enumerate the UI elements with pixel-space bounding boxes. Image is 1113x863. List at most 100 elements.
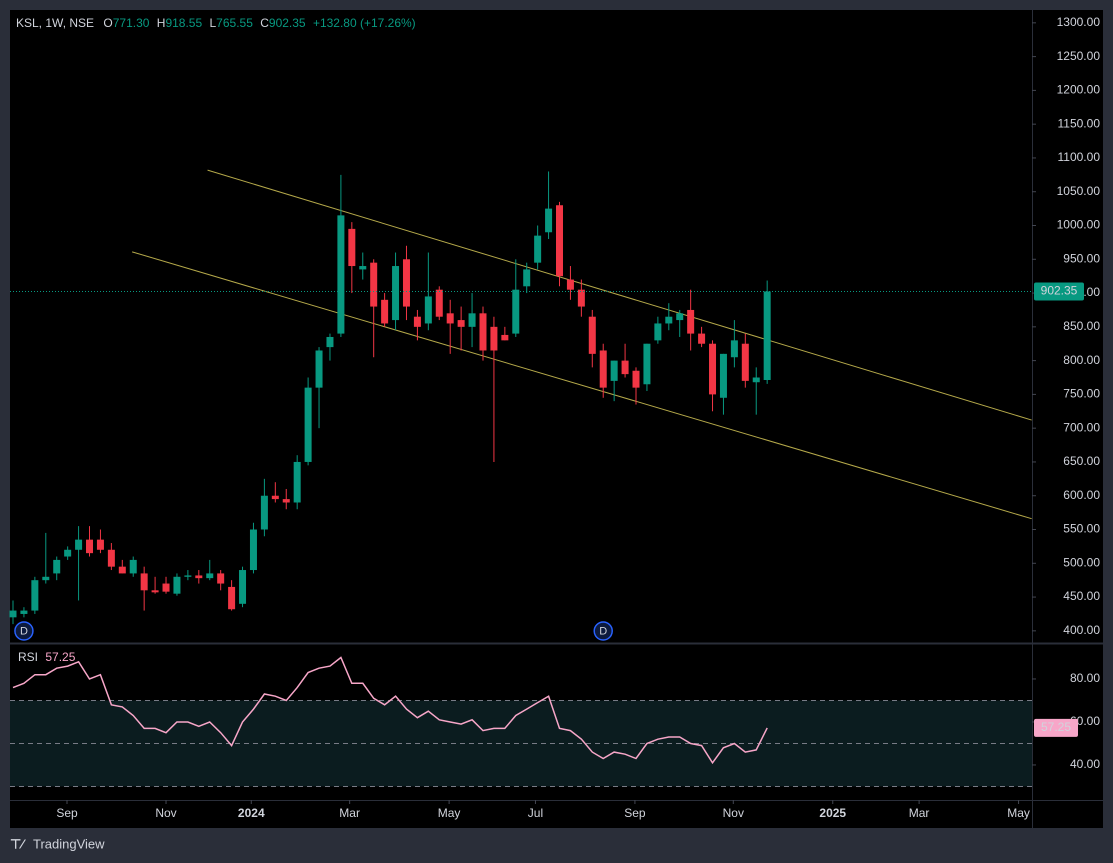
candle-body xyxy=(206,573,214,579)
candle-body xyxy=(435,289,443,317)
candle-body xyxy=(271,495,279,500)
candle-body xyxy=(107,549,115,567)
chart-background xyxy=(10,10,1103,828)
change: +132.80 (+17.26%) xyxy=(313,16,416,30)
price-pane xyxy=(9,169,1032,625)
event-marker xyxy=(593,621,613,641)
candle-body xyxy=(457,320,465,327)
candle-body xyxy=(730,340,738,358)
candle-body xyxy=(392,266,400,321)
candle-body xyxy=(468,313,476,327)
candle-body xyxy=(381,299,389,324)
x-tick-label: Nov xyxy=(155,806,176,820)
candle-body xyxy=(20,610,28,614)
trendline xyxy=(131,251,1032,520)
y-tick-label: 80.00 xyxy=(1070,671,1100,685)
x-tick-label: 2024 xyxy=(238,806,265,820)
low: 765.55 xyxy=(216,16,253,30)
rsi-title: RSI xyxy=(18,650,38,664)
rsi-line xyxy=(12,656,768,765)
event-label: D xyxy=(20,625,28,637)
candle-body xyxy=(129,559,137,574)
candle-body xyxy=(566,279,574,290)
candle-body xyxy=(293,461,301,503)
high-label: H xyxy=(157,16,166,30)
brand-name: TradingView xyxy=(33,836,105,851)
candle-body xyxy=(413,316,421,327)
candle-body xyxy=(545,208,553,233)
candle-body xyxy=(359,266,367,270)
brand-logo: ⊤⁄ xyxy=(10,836,26,851)
candle-body xyxy=(31,580,39,611)
candle-body xyxy=(523,269,531,287)
candle-body xyxy=(709,343,717,395)
y-tick-label: 750.00 xyxy=(1063,387,1100,401)
candle-body xyxy=(228,586,236,610)
x-tick-label: Nov xyxy=(723,806,744,820)
candle-body xyxy=(96,539,104,550)
candle-body xyxy=(151,590,159,593)
y-tick-label: 500.00 xyxy=(1063,555,1100,569)
last-price-label: 902.35 xyxy=(1041,284,1078,298)
close-label: C xyxy=(260,16,269,30)
candle-body xyxy=(348,228,356,267)
y-tick-label: 1250.00 xyxy=(1057,49,1101,63)
candle-body xyxy=(195,575,203,579)
y-tick-label: 1300.00 xyxy=(1057,15,1101,29)
candle-body xyxy=(282,499,290,503)
candle-body xyxy=(370,262,378,307)
candle-body xyxy=(86,539,94,554)
y-tick-label: 800.00 xyxy=(1063,353,1100,367)
x-tick-label: Sep xyxy=(624,806,646,820)
rsi-value: 57.25 xyxy=(45,650,75,664)
y-tick-label: 1050.00 xyxy=(1057,184,1101,198)
y-tick-label: 40.00 xyxy=(1070,757,1100,771)
y-tick-label: 950.00 xyxy=(1063,251,1100,265)
candle-body xyxy=(698,333,706,344)
y-tick-label: 700.00 xyxy=(1063,420,1100,434)
candle-body xyxy=(173,576,181,594)
brand: ⊤⁄ TradingView xyxy=(10,836,105,851)
candle-body xyxy=(719,353,727,398)
candle-body xyxy=(260,495,268,530)
low-label: L xyxy=(209,16,216,30)
open-label: O xyxy=(103,16,112,30)
candle-body xyxy=(676,313,684,321)
x-tick-label: Mar xyxy=(339,806,360,820)
candle-body xyxy=(42,576,50,581)
trendline xyxy=(207,169,1032,421)
candle-body xyxy=(446,313,454,324)
symbol: KSL, 1W, NSE xyxy=(16,16,94,30)
candle-body xyxy=(304,387,312,462)
y-tick-label: 850.00 xyxy=(1063,319,1100,333)
candle-body xyxy=(632,370,640,388)
candle-body xyxy=(763,291,771,381)
y-tick-label: 600.00 xyxy=(1063,488,1100,502)
candle-body xyxy=(479,313,487,351)
candle-body xyxy=(741,343,749,381)
candle-body xyxy=(9,610,17,618)
y-tick-label: 550.00 xyxy=(1063,522,1100,536)
candle-body xyxy=(326,336,334,348)
candle-body xyxy=(64,549,72,557)
candle-body xyxy=(610,360,618,381)
candle-body xyxy=(665,316,673,324)
candle-body xyxy=(512,289,520,334)
close: 902.35 xyxy=(269,16,306,30)
candle-body xyxy=(184,575,192,577)
candle-body xyxy=(654,323,662,341)
x-tick-label: Mar xyxy=(909,806,930,820)
x-tick-label: Jul xyxy=(528,806,543,820)
rsi-band xyxy=(10,700,1032,787)
y-tick-label: 650.00 xyxy=(1063,454,1100,468)
x-tick-label: 2025 xyxy=(819,806,846,820)
rsi-value-label: 57.25 xyxy=(1041,720,1071,734)
candle-body xyxy=(621,360,629,375)
y-tick-label: 1100.00 xyxy=(1058,150,1101,164)
candle-body xyxy=(402,259,410,307)
candle-body xyxy=(424,296,432,324)
candle-body xyxy=(643,343,651,385)
candle-body xyxy=(249,529,257,571)
